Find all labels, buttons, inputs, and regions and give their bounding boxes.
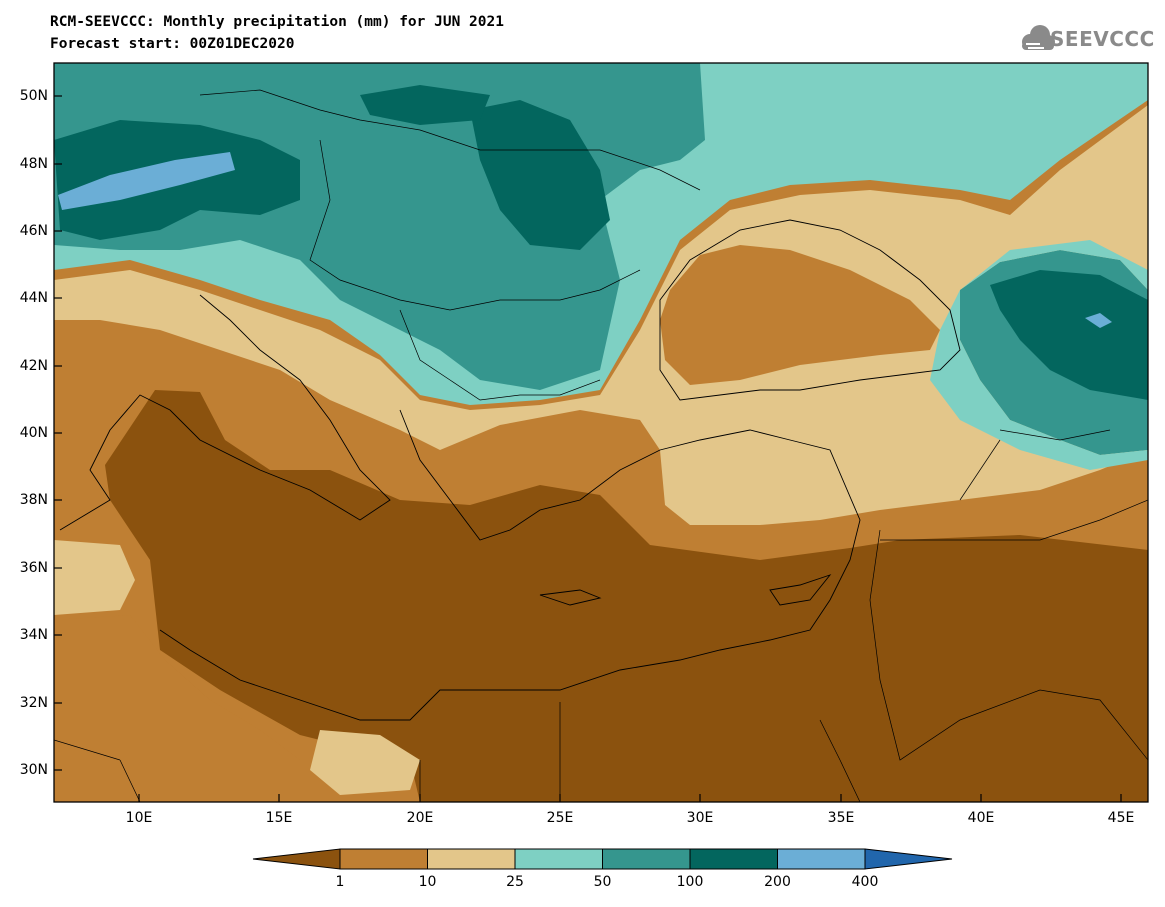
- colorbar-label: 1: [335, 874, 345, 890]
- band-10-25-east-patch: [310, 730, 420, 795]
- lon-tick-label: 40E: [967, 810, 995, 826]
- colorbar-label: 100: [676, 874, 704, 890]
- lon-tick-label: 45E: [1107, 810, 1135, 826]
- lon-tick-label: 35E: [827, 810, 855, 826]
- band-10-25-sw: [54, 615, 300, 760]
- lat-tick-label: 40N: [19, 425, 48, 441]
- forecast-start-label: Forecast start: 00Z01DEC2020: [50, 36, 295, 52]
- lat-tick-label: 42N: [19, 358, 48, 374]
- colorbar-label: 10: [418, 874, 437, 890]
- band-100-200: [470, 100, 610, 250]
- lat-tick-label: 34N: [19, 627, 48, 643]
- band-10-25-west: [54, 540, 135, 615]
- axis-ticks: [54, 95, 1122, 802]
- colorbar-label: 400: [851, 874, 879, 890]
- lat-tick-label: 46N: [19, 223, 48, 239]
- colorbar-label: 50: [593, 874, 612, 890]
- colorbar-segment: [427, 848, 516, 870]
- logo-text: SEEVCCC: [1050, 27, 1155, 51]
- cloud-logo-icon: [1022, 25, 1055, 50]
- lat-tick-label: 30N: [19, 762, 48, 778]
- colorbar-segment: [339, 848, 428, 870]
- lon-tick-label: 15E: [265, 810, 293, 826]
- colorbar-segment: [514, 848, 603, 870]
- colorbar-label: 25: [506, 874, 524, 890]
- band-25-50-caucasus: [930, 240, 1148, 470]
- lon-tick-label: 20E: [406, 810, 434, 826]
- colorbar-segment: [777, 848, 866, 870]
- band-10-25-blacksea-inner: [660, 245, 940, 385]
- lon-tick-label: 30E: [686, 810, 714, 826]
- lon-tick-label: 10E: [125, 810, 153, 826]
- colorbar-segment: [864, 848, 953, 870]
- lat-tick-label: 44N: [19, 290, 48, 306]
- colorbar-segment: [252, 848, 341, 870]
- coastlines: [59, 219, 961, 721]
- lat-tick-label: 32N: [19, 695, 48, 711]
- colorbar-segment: [689, 848, 778, 870]
- band-100-200-caucasus: [990, 270, 1148, 400]
- lat-tick-label: 48N: [19, 156, 48, 172]
- band-200-400-caucasus: [1085, 313, 1112, 328]
- lat-tick-label: 36N: [19, 560, 48, 576]
- lon-tick-label: 25E: [546, 810, 574, 826]
- lat-tick-label: 50N: [19, 88, 48, 104]
- band-100-200-north: [360, 85, 490, 125]
- lat-tick-label: 38N: [19, 492, 48, 508]
- map-title: RCM-SEEVCCC: Monthly precipitation (mm) …: [50, 14, 504, 30]
- colorbar-segment: [602, 848, 691, 870]
- band-lt-1: [105, 390, 1148, 802]
- country-borders: [54, 89, 1148, 802]
- band-200-400-alps: [58, 152, 235, 210]
- colorbar-label: 200: [764, 874, 791, 890]
- band-10-25: [54, 105, 1148, 525]
